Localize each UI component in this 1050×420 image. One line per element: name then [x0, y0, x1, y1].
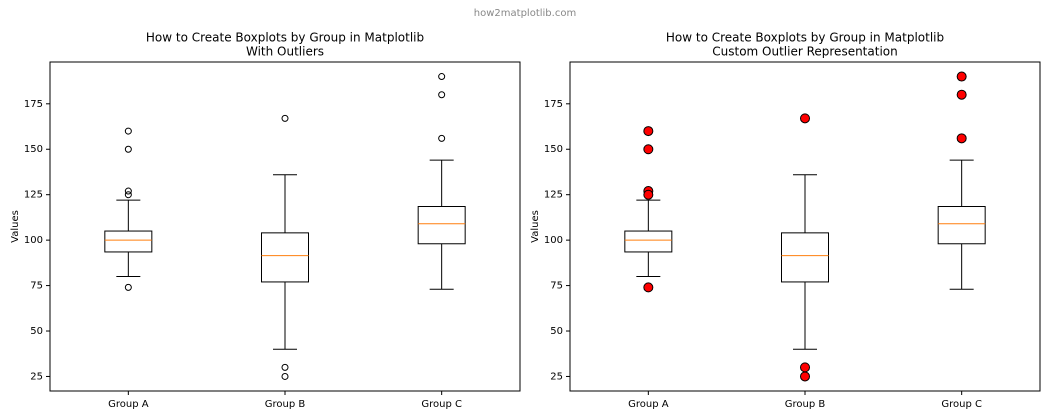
y-tick-label: 125 [24, 190, 43, 201]
outlier [800, 113, 810, 124]
outlier [124, 145, 132, 153]
box [937, 206, 986, 245]
outlier [438, 73, 446, 81]
x-tick-label: Group C [421, 399, 462, 410]
outlier [438, 91, 446, 99]
y-tick-label: 50 [550, 326, 563, 337]
x-tick-label: Group A [628, 399, 669, 410]
chart-title: How to Create Boxplots by Group in Matpl… [666, 31, 944, 45]
x-tick-label: Group B [265, 399, 306, 410]
y-tick-label: 150 [544, 144, 563, 155]
y-tick-label: 25 [30, 371, 43, 382]
y-tick-label: 75 [30, 281, 43, 292]
plot-frame [49, 61, 521, 392]
y-tick-label: 100 [24, 235, 43, 246]
y-tick-label: 50 [30, 326, 43, 337]
y-tick-label: 175 [544, 99, 563, 110]
y-tick-label: 100 [544, 235, 563, 246]
y-tick-label: 150 [24, 144, 43, 155]
y-axis-label: Values [530, 210, 541, 243]
box [781, 232, 829, 283]
outlier [956, 71, 967, 82]
watermark: how2matplotlib.com [474, 8, 576, 19]
outlier [281, 372, 289, 380]
outlier [124, 191, 132, 199]
outlier [124, 127, 132, 135]
outlier [281, 114, 289, 122]
outlier [124, 283, 132, 291]
box [417, 206, 466, 245]
outlier [956, 89, 967, 100]
y-tick-label: 175 [24, 99, 43, 110]
outlier [124, 187, 132, 195]
y-axis-label: Values [10, 210, 21, 243]
plot-frame [569, 61, 1041, 392]
y-tick-label: 75 [550, 281, 563, 292]
outlier [800, 371, 810, 382]
outlier [643, 144, 654, 155]
box [261, 232, 309, 283]
outlier [956, 133, 967, 144]
outlier [438, 134, 446, 142]
outlier [281, 363, 289, 371]
outlier [643, 126, 654, 137]
y-tick-label: 25 [550, 371, 563, 382]
outlier [800, 362, 810, 373]
outlier [643, 189, 654, 200]
x-tick-label: Group C [941, 399, 982, 410]
x-tick-label: Group A [108, 399, 149, 410]
box [624, 230, 673, 253]
chart-subtitle: Custom Outlier Representation [712, 45, 897, 59]
box [104, 230, 153, 253]
y-tick-label: 125 [544, 190, 563, 201]
outlier [643, 282, 654, 293]
chart-subtitle: With Outliers [246, 45, 324, 59]
chart-title: How to Create Boxplots by Group in Matpl… [146, 31, 424, 45]
x-tick-label: Group B [785, 399, 826, 410]
